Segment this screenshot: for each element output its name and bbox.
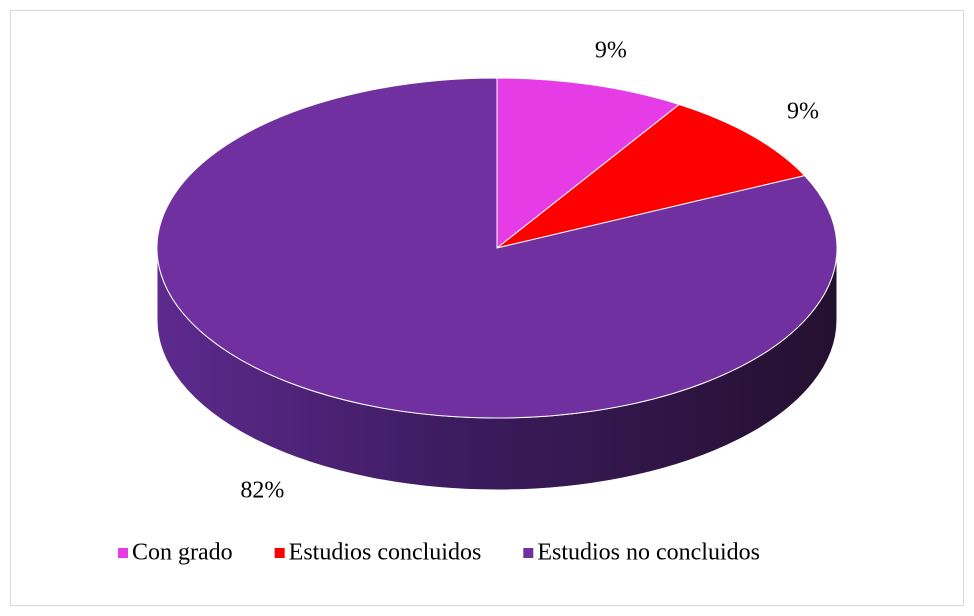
slice xyxy=(156,77,838,419)
legend-label: Con grado xyxy=(132,540,233,566)
data-label: 82% xyxy=(240,478,284,504)
legend-marker xyxy=(274,548,285,558)
legend-marker xyxy=(118,548,128,558)
legend-label: Estudios no concluidos xyxy=(537,540,760,566)
legend-marker xyxy=(523,548,534,558)
legend-label: Estudios concluidos xyxy=(289,540,482,566)
data-label: 9% xyxy=(787,99,819,125)
slice xyxy=(496,103,806,249)
slice xyxy=(496,77,681,250)
data-label: 9% xyxy=(595,38,627,64)
